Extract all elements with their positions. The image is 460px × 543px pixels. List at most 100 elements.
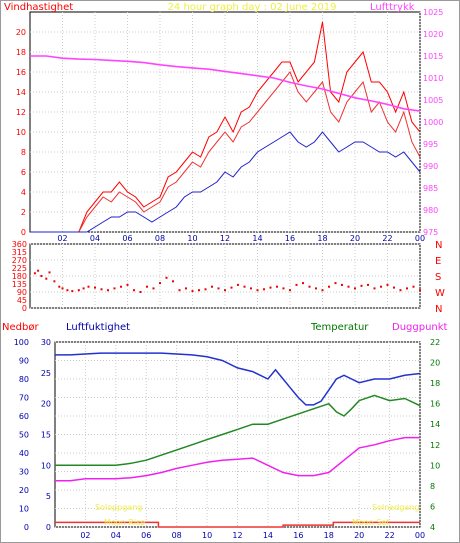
bottom-x-tick: 08 — [172, 531, 182, 540]
sunrise-label: Soloppgang — [95, 503, 142, 512]
top-x-tick: 02 — [57, 234, 67, 243]
bottom-tick-labels: 0102030405060708090100051015202530468101… — [14, 338, 440, 540]
direction-point — [295, 283, 298, 286]
bottom-right-tick: 8 — [430, 482, 435, 491]
direction-point — [204, 288, 207, 291]
top-right-tick: 1025 — [423, 8, 443, 17]
bottom-x-tick: 00 — [415, 531, 425, 540]
middle-left-tick: 360 — [12, 240, 27, 249]
sunset-label: Solnedgang — [372, 503, 419, 512]
top-right-tick: 1015 — [423, 52, 443, 61]
bottom-temperature-line — [55, 394, 421, 467]
direction-point — [94, 286, 96, 289]
bottom-right-tick: 14 — [430, 420, 440, 429]
middle-gridlines — [30, 243, 421, 309]
direction-label: W — [435, 288, 445, 299]
bottom-x-tick: 14 — [263, 531, 273, 540]
middle-left-tick: 315 — [12, 248, 27, 257]
direction-label: N — [435, 304, 442, 315]
bottom-panel: Nedbør Luftfuktighet Temperatur Duggpunk… — [2, 322, 448, 540]
top-left-tick: 0 — [21, 228, 26, 237]
bottom-far-left-tick: 30 — [19, 468, 29, 477]
direction-point — [328, 285, 330, 288]
bottom-far-left-tick: 0 — [24, 523, 29, 532]
direction-point — [256, 289, 259, 292]
bottom-humidity-line — [55, 352, 421, 406]
top-x-tick: 16 — [285, 234, 295, 243]
top-series-line-speed — [30, 71, 421, 233]
bottom-x-tick: 02 — [80, 531, 90, 540]
top-left-tick: 4 — [21, 188, 26, 197]
direction-point — [419, 289, 421, 292]
bottom-left-tick: 30 — [41, 338, 51, 347]
top-x-tick: 08 — [155, 234, 165, 243]
direction-point — [341, 283, 343, 286]
direction-label: E — [435, 256, 441, 267]
top-left-tick: 20 — [16, 28, 26, 37]
top-x-tick: 10 — [187, 234, 197, 243]
bottom-x-tick: 20 — [354, 531, 364, 540]
bottom-left-tick: 15 — [41, 431, 51, 440]
middle-left-tick: 270 — [12, 256, 27, 265]
direction-point — [412, 285, 415, 288]
top-left-label: Vindhastighet — [4, 2, 73, 13]
bottom-left-tick: 0 — [46, 523, 51, 532]
bottom-left-tick: 10 — [41, 461, 51, 470]
direction-point — [237, 283, 239, 286]
bottom-x-tick: 18 — [324, 531, 334, 540]
bottom-daylight-line — [55, 521, 420, 528]
direction-point — [347, 285, 350, 288]
direction-point — [165, 276, 168, 279]
direction-point — [360, 284, 363, 287]
top-x-tick: 18 — [317, 234, 327, 243]
bottom-x-tick: 10 — [202, 531, 212, 540]
top-x-tick: 06 — [122, 234, 132, 243]
bottom-far-left-tick: 10 — [19, 505, 29, 514]
bottom-temperature-label: Temperatur — [310, 322, 369, 333]
top-left-tick: 14 — [16, 88, 26, 97]
top-x-tick: 14 — [252, 234, 262, 243]
direction-point — [230, 286, 233, 289]
direction-point — [53, 280, 56, 283]
top-panel: 24 hour graph day : 02 June 2019 Vindhas… — [4, 2, 443, 243]
middle-left-tick: 45 — [17, 296, 27, 305]
moonrise-label: Moon Rise — [104, 518, 145, 527]
direction-point — [380, 285, 382, 288]
bottom-right-tick: 12 — [430, 441, 440, 450]
bottom-far-left-tick: 70 — [19, 394, 29, 403]
direction-point — [185, 287, 187, 290]
top-title: 24 hour graph day : 02 June 2019 — [168, 2, 337, 13]
top-right-tick: 980 — [423, 206, 438, 215]
top-series-line-pressure — [30, 55, 421, 112]
direction-point — [40, 275, 43, 277]
bottom-left-tick: 25 — [41, 369, 51, 378]
direction-label: S — [435, 272, 441, 283]
top-x-tick: 00 — [415, 234, 425, 243]
top-right-tick: 1020 — [423, 30, 443, 39]
direction-point — [308, 285, 311, 288]
bottom-far-left-tick: 50 — [19, 431, 29, 440]
bottom-x-tick: 16 — [293, 531, 303, 540]
bottom-far-left-tick: 40 — [19, 449, 29, 458]
direction-label: N — [435, 240, 442, 251]
bottom-x-tick: 06 — [141, 531, 151, 540]
direction-point — [399, 289, 402, 292]
top-left-tick: 12 — [16, 108, 26, 117]
direction-point — [354, 287, 356, 290]
top-right-tick: 1000 — [423, 118, 443, 127]
direction-point — [315, 287, 317, 290]
top-left-tick: 16 — [16, 68, 26, 77]
top-right-tick: 995 — [423, 140, 438, 149]
bottom-far-left-tick: 80 — [19, 375, 29, 384]
direction-point — [58, 285, 61, 288]
top-right-label: Lufttrykk — [370, 2, 415, 13]
direction-point — [120, 285, 122, 288]
top-left-tick: 10 — [16, 128, 26, 137]
direction-point — [393, 286, 395, 289]
top-x-tick: 04 — [90, 234, 100, 243]
bottom-gridlines — [55, 341, 421, 528]
top-series-group — [30, 21, 421, 233]
